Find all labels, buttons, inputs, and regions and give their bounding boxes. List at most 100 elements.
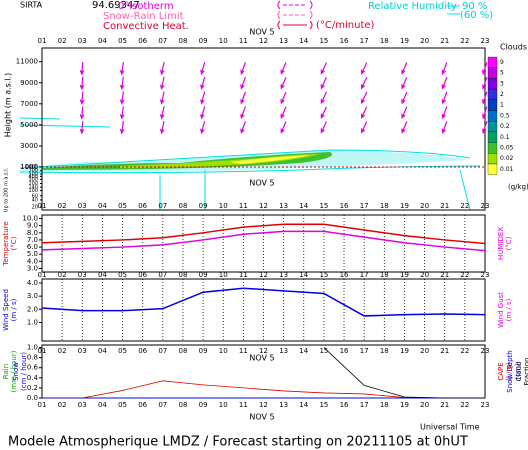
- y-tick-label: 100: [28, 188, 38, 194]
- hour-label: 07: [158, 401, 167, 409]
- hour-label: 20: [420, 271, 429, 279]
- wind-arrow: [200, 121, 206, 135]
- y-tick-label: 7.0: [27, 236, 38, 244]
- hour-label: 17: [360, 271, 369, 279]
- hour-label: 05: [118, 37, 127, 45]
- convective-unit: (°C/minute): [316, 20, 375, 31]
- hour-label: 20: [420, 401, 429, 409]
- y-tick-label: 1.0: [27, 344, 38, 352]
- y-tick-label: 5.0: [27, 250, 38, 258]
- wind-arrow: [320, 77, 327, 90]
- hour-label: 12: [259, 202, 268, 210]
- y-tick-label: 10.0: [22, 215, 38, 223]
- hour-label: 06: [138, 401, 147, 409]
- colorbar-label: 9: [500, 59, 504, 66]
- hour-label: 16: [340, 37, 349, 45]
- hour-label: 03: [78, 347, 87, 355]
- wind-arrow: [160, 120, 165, 135]
- y-tick-label: 200: [28, 181, 38, 187]
- hour-label: 05: [118, 401, 127, 409]
- series-line: [41, 287, 486, 317]
- hour-label: 10: [219, 347, 228, 355]
- hour-label: 09: [199, 202, 208, 210]
- legend-samples: [277, 0, 460, 30]
- hour-label: 15: [319, 271, 328, 279]
- hour-label: 14: [299, 347, 308, 355]
- hour-label: 01: [38, 347, 47, 355]
- y-tick-label: 9.0: [27, 222, 38, 230]
- wind-arrow: [320, 121, 327, 134]
- y-tick-label: 1.0: [27, 319, 38, 327]
- y-tick-label: 60: [32, 193, 38, 199]
- wind-arrow: [200, 62, 206, 76]
- colorbar-swatch: [487, 142, 498, 154]
- y-tick-label: 2.0: [27, 305, 38, 313]
- hour-label: 13: [279, 347, 288, 355]
- y-tick-label: 140: [28, 185, 38, 191]
- series-unit: (m / s): [10, 298, 18, 321]
- wind-arrow: [482, 62, 488, 76]
- hour-label: 13: [279, 271, 288, 279]
- hour-label: 02: [58, 347, 67, 355]
- wind-arrow: [441, 76, 448, 90]
- y-tick-label: 5000: [20, 121, 38, 129]
- colorbar-swatch: [487, 67, 498, 79]
- y-tick-label: 4.0: [27, 279, 38, 287]
- wind-arrow: [401, 106, 408, 120]
- hour-label: 09: [199, 271, 208, 279]
- hour-label: 10: [219, 37, 228, 45]
- colorbar-label: 3: [500, 80, 504, 87]
- y-axis-label: Height (m a.s.l.): [4, 73, 13, 138]
- hour-label: 06: [138, 202, 147, 210]
- colorbar-label: 0.05: [500, 144, 514, 151]
- hour-label: 01: [38, 202, 47, 210]
- hour-label: 17: [360, 37, 369, 45]
- y-axis-label-low: Up to 200 m a.s.l.: [4, 167, 10, 212]
- y-tick-label: 0.4: [27, 374, 39, 382]
- colorbar-swatch: [487, 88, 498, 100]
- wind-arrow: [200, 91, 206, 105]
- y-tick-label: 11000: [16, 58, 38, 66]
- y-tick-label: 300: [28, 177, 38, 183]
- y-tick-label: 3.0: [27, 264, 38, 272]
- cloud-field: [19, 117, 485, 211]
- series-unit: (°C): [10, 236, 18, 250]
- wind-arrow: [401, 91, 408, 105]
- colorbar-swatch: [487, 131, 498, 143]
- hour-label: 17: [360, 401, 369, 409]
- wind-arrow: [240, 121, 246, 134]
- wind-arrow: [200, 106, 206, 120]
- hour-label: 14: [299, 401, 308, 409]
- series-name: Rain: [2, 364, 10, 379]
- rh-low: (60 %): [460, 10, 493, 21]
- hour-label: 05: [118, 347, 127, 355]
- hour-label: 20: [420, 347, 429, 355]
- colorbar-title: Clouds: [500, 43, 527, 52]
- series-line: [42, 380, 485, 399]
- hour-label: 06: [138, 347, 147, 355]
- wind-arrow: [119, 76, 125, 91]
- footer: Modele Atmospherique LMDZ / Forecast sta…: [8, 435, 468, 450]
- hour-label: 11: [239, 347, 248, 355]
- hour-label: 10: [219, 271, 228, 279]
- wind-arrow: [240, 106, 246, 120]
- hour-label: 23: [481, 202, 490, 210]
- date-label: NOV 5: [249, 28, 274, 37]
- colorbar-label: 0.02: [500, 155, 514, 162]
- y-tick-label: 700: [28, 168, 38, 174]
- hour-label: 01: [38, 271, 47, 279]
- series-unit: (°C): [505, 236, 513, 250]
- wind-arrow: [119, 106, 125, 120]
- hour-label: 21: [440, 401, 449, 409]
- y-tick-label: 9000: [20, 79, 38, 87]
- date-label: NOV 5: [249, 413, 274, 422]
- colorbar-label: 0.01: [500, 166, 514, 173]
- hour-label: 21: [440, 37, 449, 45]
- hour-label: 15: [319, 347, 328, 355]
- hour-label: 13: [279, 202, 288, 210]
- series-name: Snow: [12, 362, 20, 381]
- wind-arrow: [200, 76, 206, 90]
- wind-arrow: [79, 106, 85, 120]
- wind-arrow: [320, 91, 327, 105]
- wind-arrow: [360, 121, 368, 134]
